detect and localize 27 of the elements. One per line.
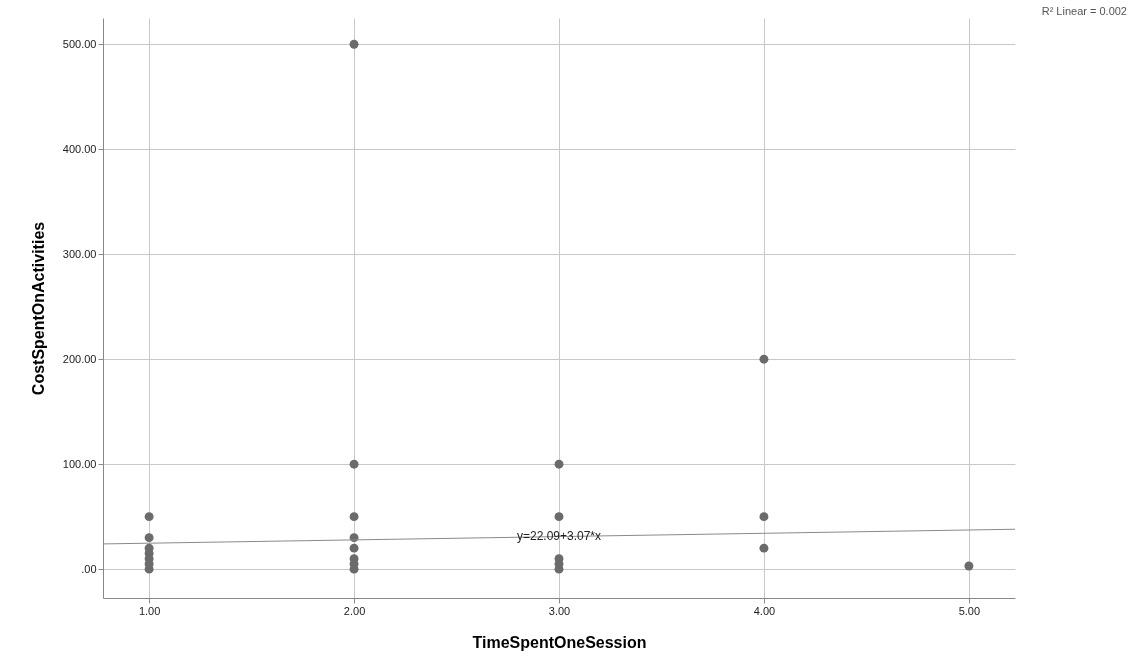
annotation: y=22.09+3.07*x xyxy=(516,529,602,544)
y-tick-label: 500.00 xyxy=(62,37,97,50)
x-tick-label: 3.00 xyxy=(548,604,571,617)
y-tick-label: 400.00 xyxy=(62,142,97,155)
point xyxy=(144,533,154,543)
y-axis-title: CostSpentOnActivities xyxy=(29,221,47,396)
x-axis-title: TimeSpentOneSession xyxy=(472,633,647,651)
x-tick-label: 5.00 xyxy=(958,604,981,617)
point xyxy=(349,512,359,522)
point xyxy=(759,354,769,364)
point xyxy=(554,459,564,469)
y-tick-label: .00 xyxy=(81,562,97,575)
y-tick-label: 300.00 xyxy=(62,247,97,260)
point xyxy=(349,459,359,469)
point xyxy=(759,512,769,522)
point xyxy=(349,543,359,553)
point xyxy=(964,561,974,571)
x-tick-label: 1.00 xyxy=(138,604,161,617)
x-tick-label: 4.00 xyxy=(753,604,776,617)
text: R² Linear = 0.002 xyxy=(1041,5,1127,17)
point xyxy=(144,512,154,522)
point xyxy=(554,512,564,522)
y-tick-label: 100.00 xyxy=(62,457,97,470)
point xyxy=(759,543,769,553)
x-tick-label: 2.00 xyxy=(343,604,366,617)
y-tick-label: 200.00 xyxy=(62,352,97,365)
point xyxy=(349,39,359,49)
